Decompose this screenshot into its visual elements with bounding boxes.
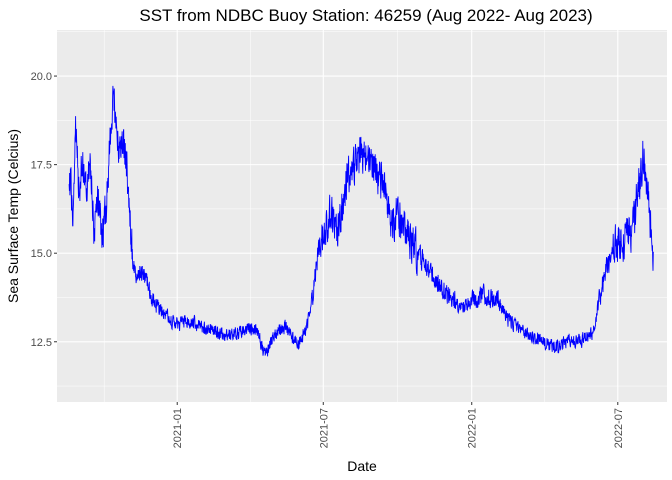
x-axis-tick-labels: 2021-01 2021-07 2022-01 2022-07 xyxy=(172,408,625,448)
y-tick-label: 17.5 xyxy=(31,160,52,172)
sst-series-line xyxy=(68,85,654,357)
x-axis-title: Date xyxy=(347,458,377,474)
axis-ticks xyxy=(54,75,619,405)
y-axis-title: Sea Surface Temp (Celcius) xyxy=(5,129,21,303)
chart-title: SST from NDBC Buoy Station: 46259 (Aug 2… xyxy=(139,6,592,25)
y-tick-label: 15.0 xyxy=(31,248,52,260)
y-tick-label: 12.5 xyxy=(31,337,52,349)
x-tick-label: 2022-01 xyxy=(467,408,479,448)
x-tick-label: 2021-01 xyxy=(172,408,184,448)
x-tick-label: 2022-07 xyxy=(613,408,625,448)
y-tick-label: 20.0 xyxy=(31,71,52,83)
y-axis-tick-labels: 12.5 15.0 17.5 20.0 xyxy=(31,71,52,349)
minor-gridlines xyxy=(57,30,667,402)
x-tick-label: 2021-07 xyxy=(318,408,330,448)
